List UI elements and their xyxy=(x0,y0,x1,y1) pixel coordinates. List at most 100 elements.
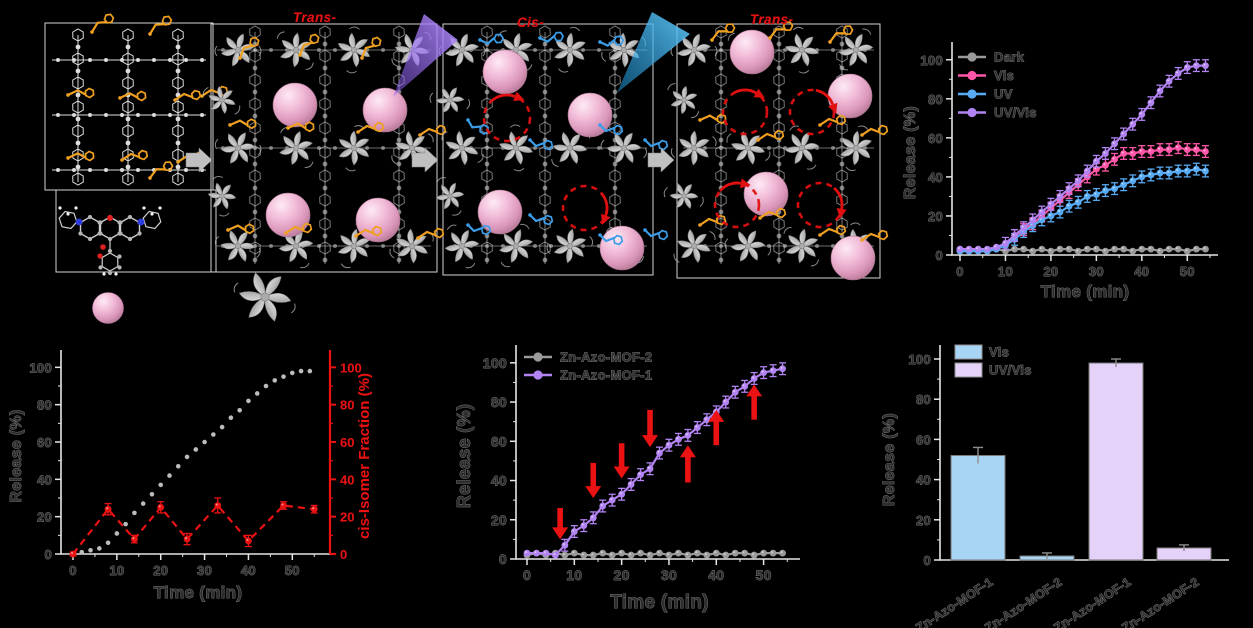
visible-light-beam xyxy=(617,12,690,93)
trans-azobenzene-icon xyxy=(90,13,115,34)
molecular-rotor xyxy=(600,132,648,164)
svg-text:UV/Vis: UV/Vis xyxy=(994,105,1037,120)
svg-text:Vis: Vis xyxy=(989,345,1009,360)
svg-text:100: 100 xyxy=(908,352,931,367)
svg-text:30: 30 xyxy=(197,563,212,578)
molecular-rotor xyxy=(389,228,434,264)
svg-text:20: 20 xyxy=(928,209,943,224)
svg-text:Time (min): Time (min) xyxy=(610,592,709,613)
molecular-rotor xyxy=(667,83,700,119)
state-label-trans-1: Trans- xyxy=(293,10,337,25)
molecular-rotor xyxy=(441,130,484,166)
svg-text:50: 50 xyxy=(285,563,300,578)
trans-azobenzene-icon xyxy=(818,114,847,127)
svg-text:Zn-Azo-MOF-1: Zn-Azo-MOF-1 xyxy=(913,575,995,628)
svg-text:50: 50 xyxy=(756,567,772,583)
cis-azobenzene-icon xyxy=(643,138,669,151)
svg-text:50: 50 xyxy=(1180,264,1195,279)
series-zn-azo-mof-1 xyxy=(523,362,787,559)
svg-text:20: 20 xyxy=(37,510,52,525)
svg-text:0: 0 xyxy=(44,547,52,562)
svg-text:10: 10 xyxy=(566,567,582,583)
svg-text:0: 0 xyxy=(523,567,531,583)
molecular-rotor xyxy=(784,26,820,74)
molecular-rotor xyxy=(499,124,533,172)
molecular-rotor xyxy=(838,28,874,71)
svg-text:0: 0 xyxy=(340,547,347,562)
cis-azobenzene-icon xyxy=(598,233,624,246)
uv-light-beam xyxy=(393,14,458,97)
guest-sphere xyxy=(265,192,311,238)
svg-text:Release (%): Release (%) xyxy=(8,409,25,502)
svg-text:40: 40 xyxy=(928,170,943,185)
svg-text:100: 100 xyxy=(920,53,943,68)
svg-text:0: 0 xyxy=(69,563,77,578)
molecular-rotor xyxy=(546,228,594,264)
molecular-rotor xyxy=(429,87,471,113)
molecular-rotor xyxy=(670,33,718,67)
cis-azobenzene-icon xyxy=(528,213,554,226)
svg-text:0: 0 xyxy=(499,551,507,567)
panel-mof-trans-loaded xyxy=(210,23,438,273)
molecular-rotor xyxy=(435,177,465,216)
trans-azobenzene-icon xyxy=(828,25,854,44)
molecular-rotor xyxy=(233,272,296,322)
molecular-rotor xyxy=(670,130,717,166)
panel-linker-molecule xyxy=(55,189,217,273)
step-arrow-icon xyxy=(185,147,213,173)
legend-item-zn-azo-mof-2: Zn-Azo-MOF-2 xyxy=(524,349,652,365)
trans-azobenzene-icon xyxy=(286,121,315,133)
guest-sphere xyxy=(830,235,876,281)
molecular-rotor xyxy=(276,31,314,70)
guest-sphere xyxy=(599,225,645,271)
molecular-rotor xyxy=(391,130,434,166)
trans-azobenzene-icon xyxy=(768,21,794,40)
trans-azobenzene-icon xyxy=(418,124,447,137)
rotation-arrow xyxy=(788,88,838,136)
svg-text:Time (min): Time (min) xyxy=(154,583,243,602)
axes: 0 10 20 30 40 50 0 20 40 60 80 100 xyxy=(29,350,331,578)
svg-text:40: 40 xyxy=(491,473,507,489)
svg-text:Dark: Dark xyxy=(994,50,1025,65)
svg-text:60: 60 xyxy=(928,131,943,146)
series-cis-isomer-fraction xyxy=(69,497,318,558)
svg-text:20: 20 xyxy=(614,567,630,583)
trans-azobenzene-icon xyxy=(284,222,313,235)
guest-sphere xyxy=(482,49,528,95)
svg-text:Zn-Azo-MOF-1: Zn-Azo-MOF-1 xyxy=(560,368,652,383)
linker-molecule xyxy=(58,206,162,276)
svg-text:Zn-Azo-MOF-2: Zn-Azo-MOF-2 xyxy=(1119,575,1201,628)
cis-azobenzene-icon xyxy=(478,33,505,45)
svg-text:40: 40 xyxy=(708,567,724,583)
legend-item-zn-azo-mof-1: Zn-Azo-MOF-1 xyxy=(524,367,652,383)
bar-vis-zn-azo-mof-1 xyxy=(950,446,1006,561)
mof-trans-loaded xyxy=(202,25,447,269)
svg-text:80: 80 xyxy=(928,92,943,107)
svg-text:20: 20 xyxy=(491,512,507,528)
bar-vis-zn-azo-mof-2 xyxy=(1019,552,1075,561)
cis-azobenzene-icon xyxy=(466,223,492,236)
svg-text:80: 80 xyxy=(916,392,931,407)
step-arrow-icon xyxy=(647,147,675,173)
molecular-rotor xyxy=(214,230,261,262)
axes: 0 10 20 30 40 50 0 20 40 60 80 100 xyxy=(920,42,1218,279)
series-uv-vis xyxy=(956,59,1209,253)
panel-mof-trans-releasing xyxy=(676,23,881,279)
svg-text:100: 100 xyxy=(340,360,362,375)
molecular-rotor xyxy=(783,226,820,267)
legend-item-uv-vis: UV/Vis xyxy=(958,105,1037,120)
molecular-rotor xyxy=(338,125,370,172)
cis-azobenzene-icon xyxy=(538,31,565,43)
svg-text:60: 60 xyxy=(916,432,931,447)
irradiation-arrows xyxy=(552,384,763,540)
chart-release-cis-fraction: 0 10 20 30 40 50 0 20 40 60 80 100 Time (min) Release… xyxy=(5,332,390,628)
svg-text:20: 20 xyxy=(340,510,354,525)
molecular-rotor xyxy=(202,85,241,115)
trans-azobenzene-icon xyxy=(66,87,95,99)
svg-text:100: 100 xyxy=(29,360,52,375)
trans-azobenzene-icon xyxy=(354,225,383,238)
series-release xyxy=(70,368,313,557)
rotation-arrow xyxy=(713,178,761,229)
